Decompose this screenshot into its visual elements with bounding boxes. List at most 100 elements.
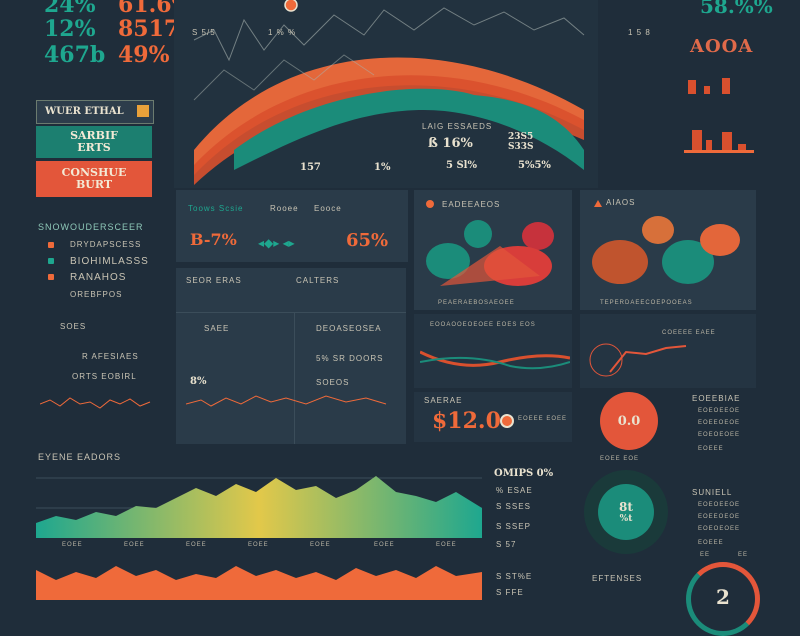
stats-item: S SSEP bbox=[496, 522, 531, 531]
wave-hero-chart bbox=[193, 0, 585, 185]
stats-item: S ST%E bbox=[496, 572, 533, 581]
bubbles-card: AIAOS TEPERDAEECOEPOOEAS bbox=[580, 190, 756, 310]
stats-item: S FFE bbox=[496, 588, 524, 597]
table-cell: 5% SR DOORS bbox=[316, 354, 384, 363]
right-list-item[interactable]: EOEEE bbox=[698, 540, 724, 546]
stats-title: OMIPS 0% bbox=[494, 468, 554, 479]
divider bbox=[294, 312, 295, 444]
right-list-title: EOEEBIAE bbox=[692, 394, 741, 403]
record-icon bbox=[500, 414, 514, 428]
right-list-item[interactable]: EOEEE bbox=[698, 446, 724, 452]
tick-label: EOEE bbox=[310, 542, 331, 548]
right-list-item[interactable]: EOEOEEOE bbox=[698, 502, 741, 508]
row-sparkline bbox=[186, 395, 387, 407]
footer-value: 157 bbox=[300, 162, 321, 173]
value-left: B-7% bbox=[190, 230, 237, 249]
hero-code: 23S5 S33S bbox=[508, 132, 534, 152]
nav-header-label: WUER ETHAL bbox=[45, 106, 124, 117]
tick-label: EOEE bbox=[62, 542, 83, 548]
stats-item: S SSES bbox=[496, 502, 531, 511]
bottom-orange-chart bbox=[36, 566, 482, 600]
tick-label: EOEE bbox=[186, 542, 207, 548]
donut-top-label: EOEE EOE bbox=[600, 456, 640, 462]
tab-eooce[interactable]: Eooce bbox=[314, 204, 342, 213]
right-list-item[interactable]: EOEEOEOE bbox=[698, 420, 741, 426]
sparkline-title: COEEEE EAEE bbox=[662, 330, 716, 336]
right-list-item[interactable]: EOEOEOEE bbox=[698, 526, 741, 532]
sub-item[interactable]: ORTS EOBIRL bbox=[72, 372, 137, 381]
table-header: CALTERS bbox=[296, 276, 340, 285]
bubbles-title: AIAOS bbox=[606, 198, 636, 207]
donut-mid-ring: 8t %t bbox=[584, 470, 668, 554]
nav-header[interactable]: WUER ETHAL bbox=[36, 100, 154, 124]
tab-rooee[interactable]: Rooee bbox=[270, 204, 299, 213]
speech-title: EADEEAEOS bbox=[442, 200, 501, 209]
hero-value: ß 16% bbox=[428, 136, 473, 151]
table-cell: SAEE bbox=[204, 324, 230, 333]
triangle-icon bbox=[594, 200, 602, 207]
left-list-title: SNOWOUDERSCEER bbox=[38, 222, 144, 232]
wave-hero-panel: S 5/5 1 % % LAIG ESSAEDS ß 16% 5 Sl% 5%5… bbox=[174, 0, 598, 188]
tick-label: EOEE bbox=[436, 542, 457, 548]
bullet-icon bbox=[48, 258, 54, 264]
bubbles-caption: TEPERDAEECOEPOOEAS bbox=[600, 300, 693, 306]
sparkline-card: COEEEE EAEE bbox=[580, 314, 756, 388]
bottom-area-chart bbox=[36, 476, 482, 538]
record-icon bbox=[426, 200, 434, 208]
speech-chart-card: EADEEAEOS PEAERAEBOSAEOEE bbox=[414, 190, 572, 310]
sarbif-button[interactable]: SARBIF ERTS bbox=[36, 126, 152, 158]
tick-label: EOEE bbox=[374, 542, 395, 548]
bullet-icon bbox=[48, 242, 54, 248]
conshue-label: CONSHUE BURT bbox=[61, 166, 127, 191]
value-right: 65% bbox=[346, 230, 389, 251]
table-card: SEOR ERAS CALTERS SAEE DEOASEOSEA 5% SR … bbox=[176, 268, 406, 444]
footer-value: 1% bbox=[374, 162, 391, 173]
table-cell: DEOASEOSEA bbox=[316, 324, 382, 333]
bullet-icon bbox=[48, 274, 54, 280]
list-item[interactable]: DRYDAPSCESS bbox=[70, 240, 142, 249]
arrows-icon: ◂◆▸ ◂▸ bbox=[258, 236, 295, 250]
bottom-mid-label: EFTENSES bbox=[592, 574, 643, 583]
top-right-value: 58.%% bbox=[700, 0, 773, 18]
bubble-chart bbox=[592, 216, 740, 284]
stat-value: 467b bbox=[44, 42, 106, 68]
stat-value: 24% bbox=[44, 0, 96, 18]
mid-card: Toows Scsie Rooee Eooce B-7% ◂◆▸ ◂▸ 65% bbox=[176, 190, 408, 262]
hero-value-3: 5%5% bbox=[518, 160, 551, 171]
right-list-item[interactable]: EOEEOEOE bbox=[698, 514, 741, 520]
bottom-chart-title: EYENE EADORS bbox=[38, 452, 122, 462]
conshue-button[interactable]: CONSHUE BURT bbox=[36, 161, 152, 197]
cityscape-icon bbox=[684, 78, 754, 153]
price-value: $12.0 bbox=[432, 408, 501, 434]
tab-toows[interactable]: Toows Scsie bbox=[188, 204, 244, 213]
gauge-label-right: EE bbox=[738, 552, 749, 558]
tick-label: EOEE bbox=[248, 542, 269, 548]
line-chart bbox=[420, 350, 570, 370]
gauge-value: 2 bbox=[716, 585, 730, 609]
gauge-label-left: EE bbox=[700, 552, 711, 558]
speech-caption: PEAERAEBOSAEOEE bbox=[438, 300, 515, 306]
hero-title: LAIG ESSAEDS bbox=[422, 122, 493, 131]
sub-item[interactable]: R AFESIAES bbox=[82, 352, 139, 361]
right-list-title: SUNIELL bbox=[692, 488, 733, 497]
list-item[interactable]: BIOHIMLASSS bbox=[70, 256, 149, 267]
price-card: SAERAE $12.0 EOEEE EOEE bbox=[414, 392, 572, 442]
menu-icon bbox=[137, 105, 149, 117]
table-cell: 8% bbox=[190, 376, 207, 387]
list-item[interactable]: OREBFPOS bbox=[70, 290, 123, 299]
table-header: SEOR ERAS bbox=[186, 276, 242, 285]
right-list-item[interactable]: EOEOEOEE bbox=[698, 432, 741, 438]
hero-value-2: 5 Sl% bbox=[446, 160, 477, 171]
hero-label: S 5/5 bbox=[192, 28, 216, 37]
right-list-item[interactable]: EOEOEEOE bbox=[698, 408, 741, 414]
mini-sparkline bbox=[40, 397, 151, 409]
donut-top: 0.0 bbox=[600, 392, 658, 450]
stats-item: S 57 bbox=[496, 540, 517, 549]
hero-label: 1 % % bbox=[268, 28, 297, 37]
top-right-label: 1 5 8 bbox=[628, 28, 651, 37]
list-item[interactable]: RANAHOS bbox=[70, 272, 127, 283]
line-card: EOOAOOEOEOEE EOES EOS bbox=[414, 314, 572, 388]
top-right-word: AOOA bbox=[690, 36, 754, 57]
table-cell: SOEOS bbox=[316, 378, 350, 387]
stat-value: 61.6% bbox=[118, 0, 193, 18]
